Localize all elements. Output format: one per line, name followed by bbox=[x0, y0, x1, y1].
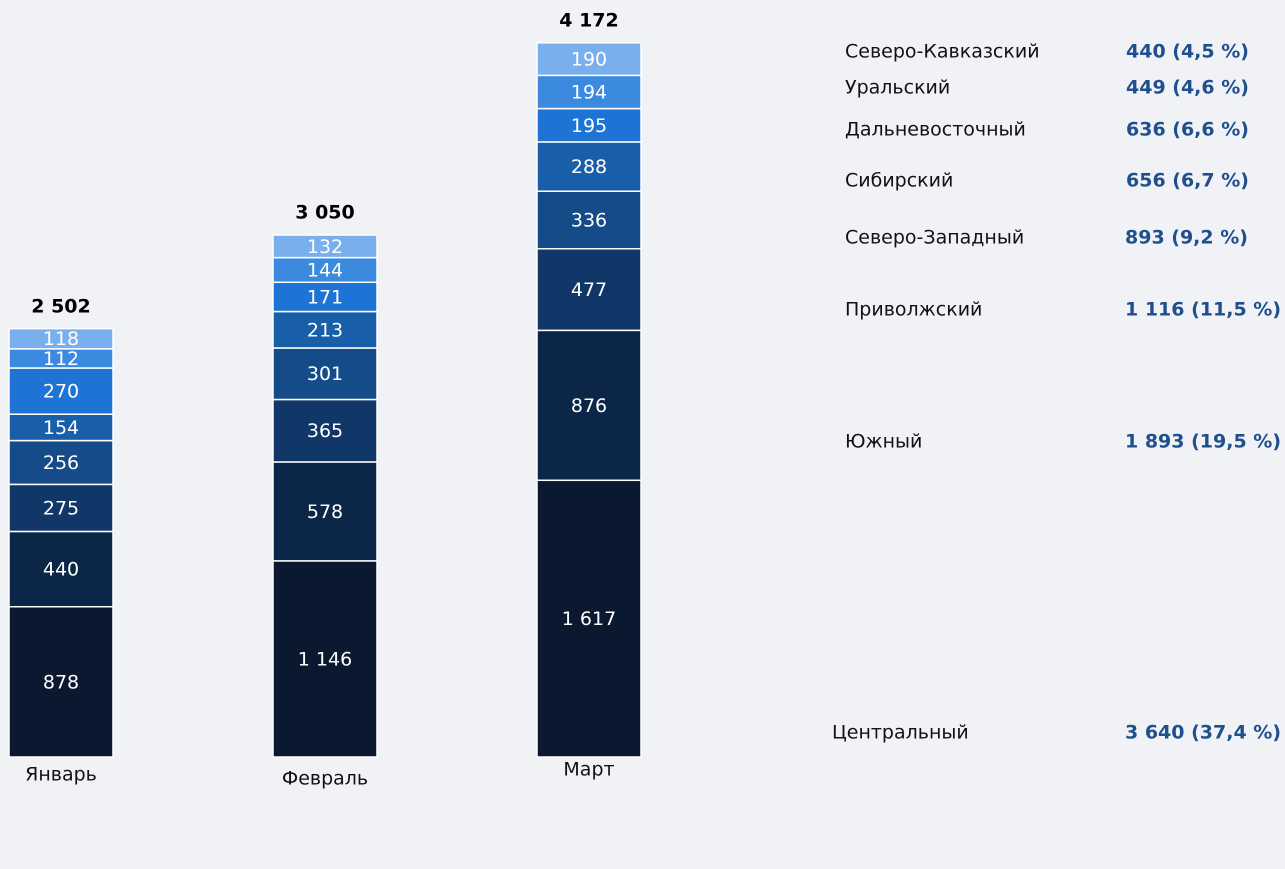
segment-label: 336 bbox=[571, 209, 607, 231]
legend-name: Северо-Кавказский bbox=[845, 41, 1040, 63]
legend-name: Уральский bbox=[845, 77, 950, 99]
bar-segment bbox=[536, 247, 642, 332]
segment-label: 288 bbox=[571, 156, 607, 178]
segment-label: 171 bbox=[307, 286, 343, 308]
legend-name: Приволжский bbox=[845, 299, 982, 321]
bar-segment bbox=[536, 190, 642, 250]
bar-segment bbox=[8, 367, 114, 415]
bar-segment bbox=[272, 560, 378, 758]
x-tick-label: Март bbox=[563, 759, 614, 781]
legend-summary: 636 (6,6 %) bbox=[1126, 119, 1249, 141]
total-label: 4 172 bbox=[559, 10, 619, 32]
total-label: 3 050 bbox=[295, 202, 355, 224]
segment-label: 190 bbox=[571, 49, 607, 71]
x-tick-label: Февраль bbox=[282, 768, 368, 790]
bar-segment bbox=[536, 479, 642, 758]
legend-name: Дальневосточный bbox=[845, 119, 1026, 141]
bar-segment bbox=[272, 310, 378, 349]
legend-name: Северо-Западный bbox=[845, 227, 1024, 249]
bar-segment bbox=[272, 461, 378, 562]
segment-label: 365 bbox=[307, 420, 343, 442]
legend-name: Сибирский bbox=[845, 170, 953, 192]
legend-summary: 440 (4,5 %) bbox=[1126, 41, 1249, 63]
legend-summary: 656 (6,7 %) bbox=[1126, 170, 1249, 192]
legend-name: Центральный bbox=[832, 722, 969, 744]
total-label: 2 502 bbox=[31, 295, 91, 317]
segment-label: 1 617 bbox=[562, 608, 616, 630]
bar-segment bbox=[272, 234, 378, 259]
bar-segment bbox=[536, 74, 642, 110]
bar-segment bbox=[272, 347, 378, 401]
bar-segment bbox=[8, 605, 114, 758]
segment-label: 194 bbox=[571, 81, 607, 103]
segment-label: 270 bbox=[43, 381, 79, 403]
bar-segment bbox=[536, 107, 642, 143]
legend-summary: 3 640 (37,4 %) bbox=[1125, 722, 1281, 744]
bar-segment bbox=[272, 256, 378, 284]
legend-summary: 1 893 (19,5 %) bbox=[1125, 431, 1281, 453]
segment-label: 578 bbox=[307, 501, 343, 523]
segment-label: 876 bbox=[571, 395, 607, 417]
legend-name: Южный bbox=[845, 431, 922, 453]
bar-segment bbox=[8, 530, 114, 608]
legend-summary: 449 (4,6 %) bbox=[1126, 77, 1249, 99]
segment-label: 477 bbox=[571, 279, 607, 301]
bar-segment bbox=[536, 141, 642, 192]
bar-segment bbox=[536, 329, 642, 482]
segment-label: 878 bbox=[43, 671, 79, 693]
bar-segment bbox=[536, 42, 642, 77]
segment-label: 440 bbox=[43, 559, 79, 581]
segment-label: 144 bbox=[307, 259, 343, 281]
x-tick-label: Январь bbox=[25, 764, 97, 786]
legend-summary: 893 (9,2 %) bbox=[1125, 227, 1248, 249]
segment-label: 112 bbox=[43, 348, 79, 370]
segment-label: 1 146 bbox=[298, 648, 352, 670]
segment-label: 195 bbox=[571, 115, 607, 137]
bar-segment bbox=[8, 439, 114, 486]
segment-label: 301 bbox=[307, 363, 343, 385]
legend-summary: 1 116 (11,5 %) bbox=[1125, 299, 1281, 321]
segment-label: 275 bbox=[43, 497, 79, 519]
bar-segment bbox=[272, 398, 378, 463]
bar-segment bbox=[8, 327, 114, 350]
segment-label: 118 bbox=[43, 328, 79, 350]
segment-label: 154 bbox=[43, 417, 79, 439]
segment-label: 213 bbox=[307, 319, 343, 341]
segment-label: 256 bbox=[43, 452, 79, 474]
segment-label: 132 bbox=[307, 236, 343, 258]
